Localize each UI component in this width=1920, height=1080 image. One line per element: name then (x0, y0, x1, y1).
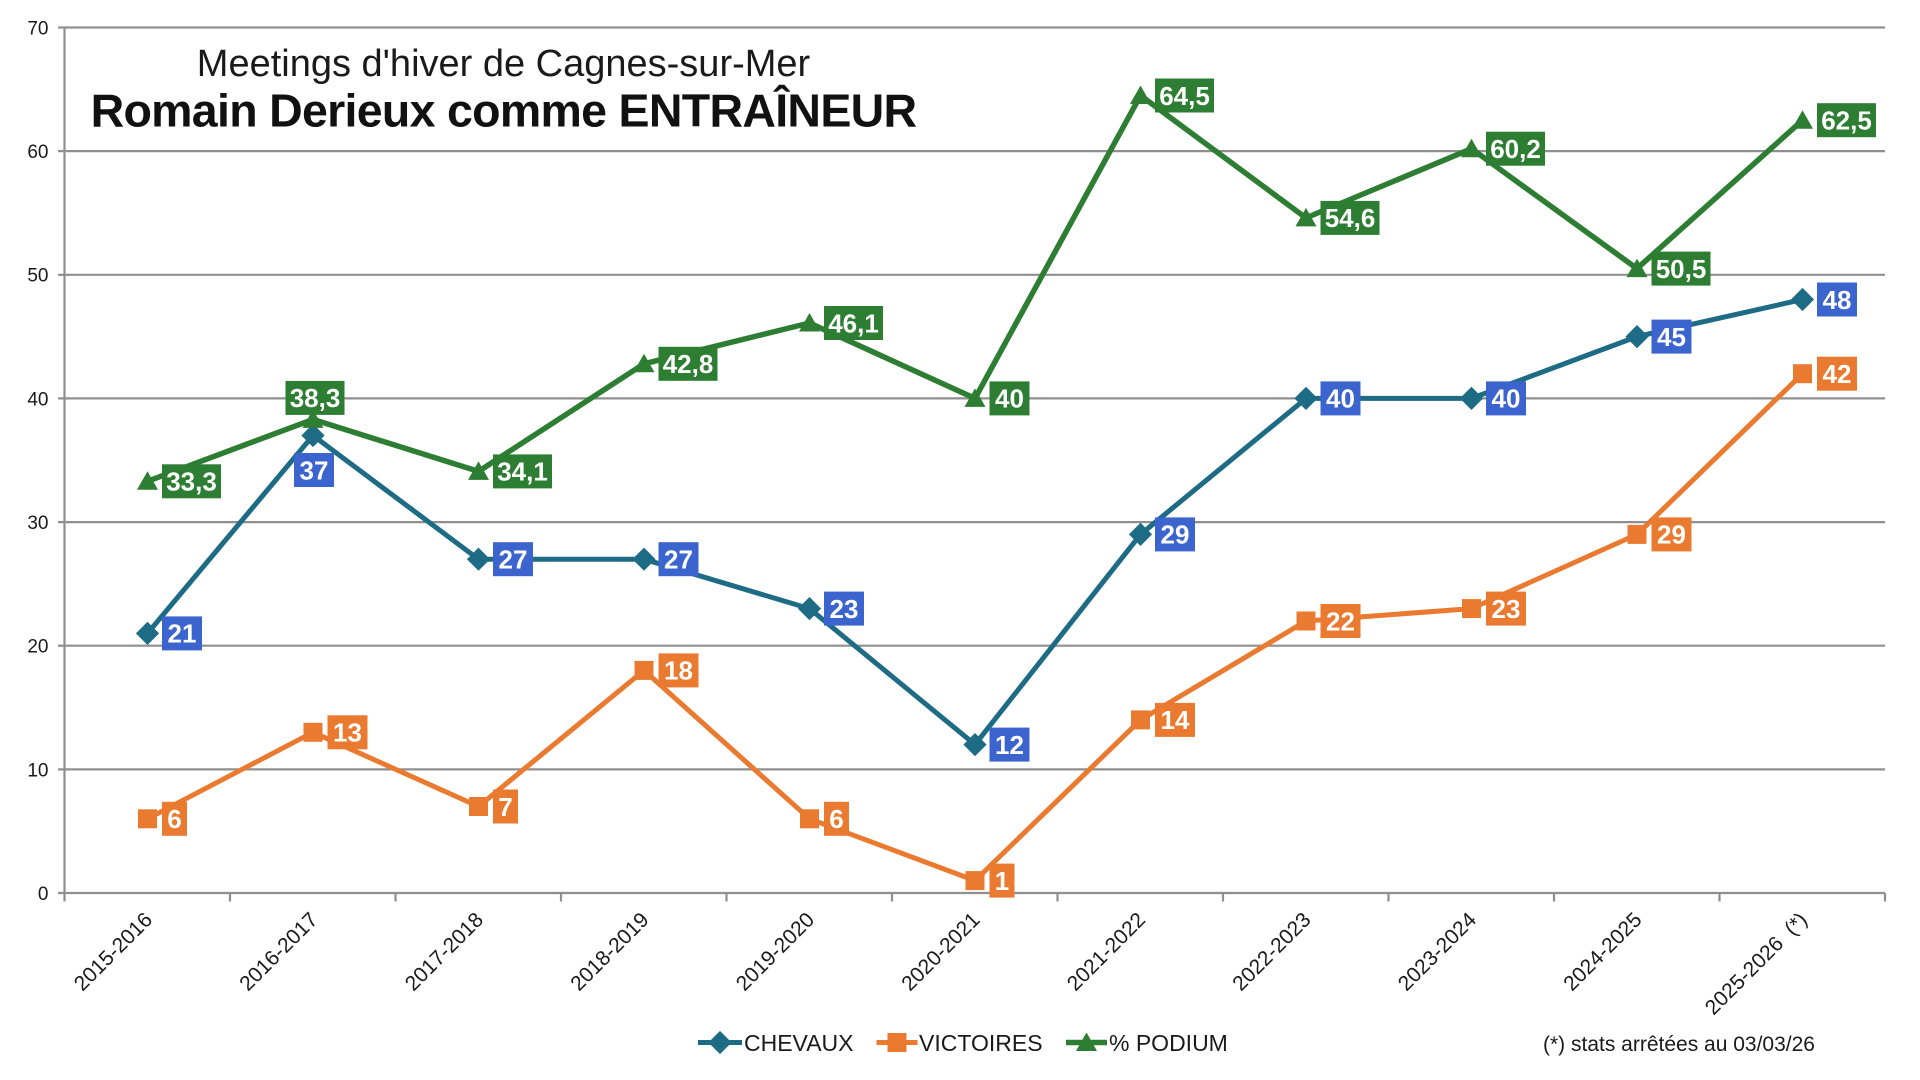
svg-text:7: 7 (498, 792, 512, 822)
svg-text:42: 42 (1823, 359, 1852, 389)
svg-text:27: 27 (499, 545, 528, 575)
svg-text:14: 14 (1161, 705, 1190, 735)
svg-text:0: 0 (38, 884, 49, 905)
svg-text:46,1: 46,1 (828, 308, 879, 338)
svg-text:23: 23 (830, 594, 859, 624)
svg-text:10: 10 (27, 760, 48, 781)
svg-text:29: 29 (1161, 520, 1190, 550)
svg-text:Romain Derieux comme ENTRAÎNEU: Romain Derieux comme ENTRAÎNEUR (91, 84, 917, 136)
svg-text:42,8: 42,8 (663, 349, 714, 379)
svg-text:1: 1 (995, 866, 1009, 896)
svg-text:(*) stats arrêtées au 03/03/26: (*) stats arrêtées au 03/03/26 (1543, 1033, 1815, 1056)
svg-text:54,6: 54,6 (1325, 203, 1376, 233)
svg-text:40: 40 (995, 384, 1024, 414)
svg-text:30: 30 (27, 513, 48, 534)
svg-text:VICTOIRES: VICTOIRES (919, 1030, 1043, 1056)
svg-text:21: 21 (168, 619, 197, 649)
svg-text:37: 37 (300, 455, 329, 485)
svg-text:6: 6 (167, 804, 181, 834)
svg-text:23: 23 (1492, 594, 1521, 624)
svg-text:48: 48 (1823, 285, 1852, 315)
svg-text:60: 60 (27, 142, 48, 163)
svg-text:Meetings d'hiver de Cagnes-sur: Meetings d'hiver de Cagnes-sur-Mer (197, 43, 811, 85)
svg-text:62,5: 62,5 (1821, 106, 1872, 136)
svg-text:34,1: 34,1 (497, 457, 548, 487)
svg-text:12: 12 (995, 730, 1024, 760)
svg-text:20: 20 (27, 637, 48, 658)
svg-text:33,3: 33,3 (166, 467, 217, 497)
svg-text:70: 70 (27, 18, 48, 39)
svg-text:% PODIUM: % PODIUM (1109, 1030, 1228, 1056)
svg-text:45: 45 (1657, 322, 1686, 352)
svg-text:40: 40 (1326, 384, 1355, 414)
svg-text:13: 13 (333, 718, 362, 748)
svg-text:18: 18 (664, 656, 693, 686)
svg-text:50: 50 (27, 266, 48, 287)
svg-text:6: 6 (829, 804, 843, 834)
svg-text:22: 22 (1326, 606, 1355, 636)
svg-text:29: 29 (1657, 520, 1686, 550)
svg-text:27: 27 (664, 545, 693, 575)
svg-text:64,5: 64,5 (1159, 81, 1210, 111)
svg-text:60,2: 60,2 (1490, 134, 1541, 164)
svg-text:40: 40 (27, 389, 48, 410)
svg-text:50,5: 50,5 (1656, 254, 1707, 284)
svg-text:40: 40 (1492, 384, 1521, 414)
svg-text:38,3: 38,3 (290, 383, 341, 413)
svg-text:CHEVAUX: CHEVAUX (744, 1030, 854, 1056)
